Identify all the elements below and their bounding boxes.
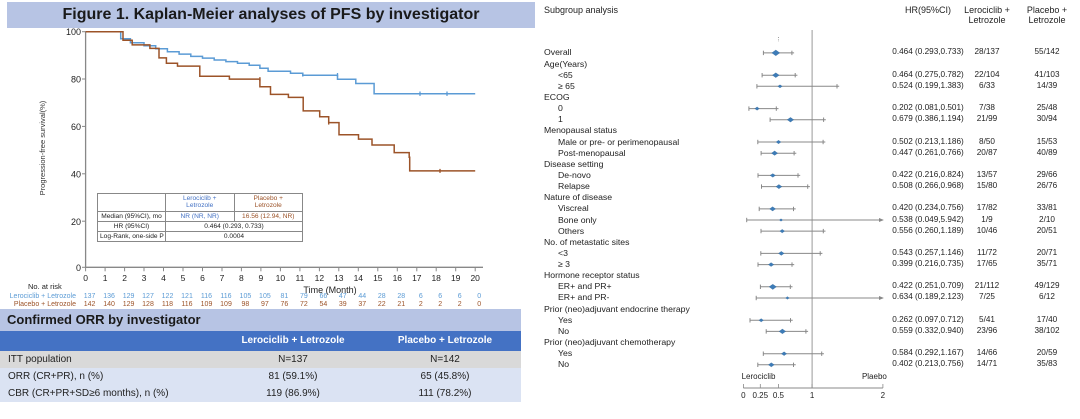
- svg-text:1: 1: [103, 273, 108, 283]
- svg-text:3: 3: [142, 273, 147, 283]
- svg-text:0.25: 0.25: [753, 391, 769, 400]
- svg-text:19: 19: [451, 273, 461, 283]
- svg-text:Lerociclib: Lerociclib: [742, 372, 776, 381]
- svg-text:4: 4: [161, 273, 166, 283]
- svg-text:2: 2: [122, 273, 127, 283]
- svg-text:0: 0: [741, 391, 746, 400]
- svg-text:Plaebo: Plaebo: [862, 372, 887, 381]
- svg-text:7: 7: [220, 273, 225, 283]
- svg-text:9: 9: [259, 273, 264, 283]
- svg-text:100: 100: [66, 27, 81, 37]
- svg-text:18: 18: [431, 273, 441, 283]
- svg-text:20: 20: [71, 217, 81, 227]
- svg-text:16: 16: [393, 273, 403, 283]
- svg-text:60: 60: [71, 122, 81, 132]
- svg-text:10: 10: [276, 273, 286, 283]
- svg-text:11: 11: [295, 273, 304, 283]
- svg-text:5: 5: [181, 273, 186, 283]
- svg-text:12: 12: [315, 273, 325, 283]
- svg-text:0: 0: [76, 263, 81, 273]
- svg-text:20: 20: [470, 273, 480, 283]
- svg-text:14: 14: [354, 273, 364, 283]
- svg-text:17: 17: [412, 273, 422, 283]
- svg-text:1: 1: [810, 391, 815, 400]
- svg-text:2: 2: [881, 391, 886, 400]
- svg-text:13: 13: [334, 273, 344, 283]
- svg-text:8: 8: [239, 273, 244, 283]
- svg-text:40: 40: [71, 169, 81, 179]
- svg-text:80: 80: [71, 74, 81, 84]
- svg-text:0.5: 0.5: [773, 391, 785, 400]
- svg-text:15: 15: [373, 273, 383, 283]
- svg-text:6: 6: [200, 273, 205, 283]
- svg-text:0: 0: [83, 273, 88, 283]
